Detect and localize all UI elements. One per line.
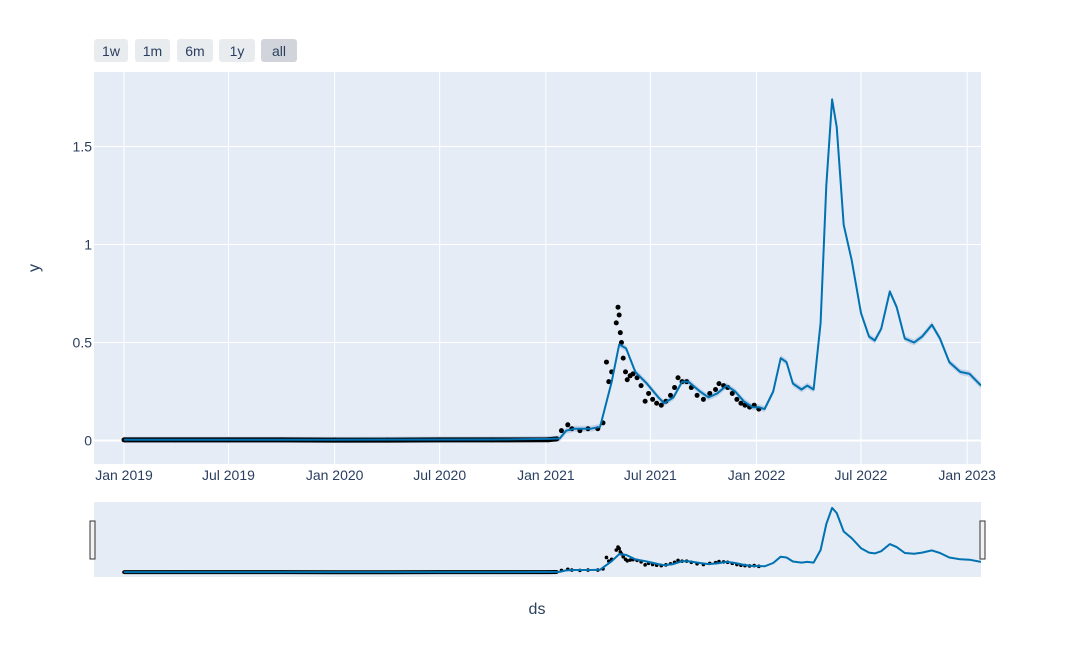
- range-button-6m[interactable]: 6m: [177, 39, 213, 62]
- observed-point-mini: [621, 554, 625, 559]
- observed-point: [618, 339, 624, 345]
- observed-point: [650, 396, 656, 402]
- observed-point: [616, 312, 622, 318]
- observed-point-mini: [617, 546, 621, 551]
- observed-point: [646, 390, 652, 396]
- observed-point: [654, 400, 660, 406]
- x-tick-label: Jul 2020: [413, 467, 466, 483]
- observed-point: [606, 379, 612, 385]
- range-button-1m[interactable]: 1m: [135, 39, 170, 62]
- observed-point: [620, 355, 626, 361]
- observed-point: [672, 385, 678, 391]
- y-tick-label: 0: [84, 432, 92, 448]
- observed-point: [634, 375, 640, 381]
- observed-point: [694, 392, 700, 398]
- observed-point-mini: [628, 558, 632, 562]
- forecast-line-mini: [124, 506, 981, 574]
- observed-point: [613, 320, 619, 326]
- observed-point: [716, 381, 722, 387]
- observed-point: [734, 396, 740, 402]
- x-tick-label: Jan 2019: [95, 467, 153, 483]
- range-slider-series: [122, 506, 981, 575]
- x-tick-label: Jan 2023: [938, 467, 996, 483]
- range-button-1w[interactable]: 1w: [94, 39, 128, 62]
- observed-point: [675, 375, 681, 381]
- observed-point-mini: [604, 555, 609, 560]
- observed-point: [558, 428, 564, 434]
- range-slider-right-handle[interactable]: [979, 520, 986, 560]
- observed-point: [707, 390, 713, 396]
- observed-point: [658, 402, 664, 408]
- main-plot-area[interactable]: [94, 72, 981, 464]
- forecast-line: [124, 98, 981, 441]
- y-axis-title: y: [26, 264, 43, 272]
- observed-point: [617, 330, 623, 336]
- observed-point: [624, 377, 630, 383]
- observed-point: [642, 398, 648, 404]
- observed-point-mini: [614, 548, 619, 552]
- y-axis-ticks: 0 0.5 1 1.5: [73, 138, 93, 448]
- observed-point: [738, 400, 744, 406]
- observed-point-mini: [625, 558, 630, 563]
- observed-point: [700, 396, 706, 402]
- x-tick-label: Jan 2022: [728, 467, 786, 483]
- x-axis-title: ds: [529, 601, 546, 618]
- x-axis-ticks: Jan 2019 Jul 2019 Jan 2020 Jul 2020 Jan 2021…: [95, 467, 996, 483]
- observed-point: [729, 390, 735, 396]
- x-tick-label: Jul 2022: [834, 467, 887, 483]
- observed-point: [565, 422, 571, 428]
- observed-point: [630, 371, 636, 377]
- x-tick-label: Jul 2019: [202, 467, 255, 483]
- observed-point: [668, 392, 674, 398]
- y-tick-label: 1: [84, 236, 92, 252]
- main-series: [121, 96, 981, 443]
- range-slider-left-handle[interactable]: [89, 520, 96, 560]
- observed-point: [713, 387, 719, 393]
- x-tick-label: Jan 2020: [306, 467, 364, 483]
- observed-point: [638, 383, 644, 389]
- range-button-all[interactable]: all: [261, 39, 297, 62]
- y-tick-label: 1.5: [73, 138, 93, 154]
- x-tick-label: Jul 2021: [624, 467, 677, 483]
- observed-point: [615, 304, 621, 310]
- observed-point: [623, 369, 629, 375]
- range-slider-area[interactable]: [94, 502, 981, 577]
- y-tick-label: 0.5: [73, 334, 93, 350]
- range-button-1y[interactable]: 1y: [219, 39, 255, 62]
- observed-point-mini: [643, 563, 647, 567]
- observed-point: [603, 359, 609, 365]
- x-tick-label: Jan 2021: [517, 467, 575, 483]
